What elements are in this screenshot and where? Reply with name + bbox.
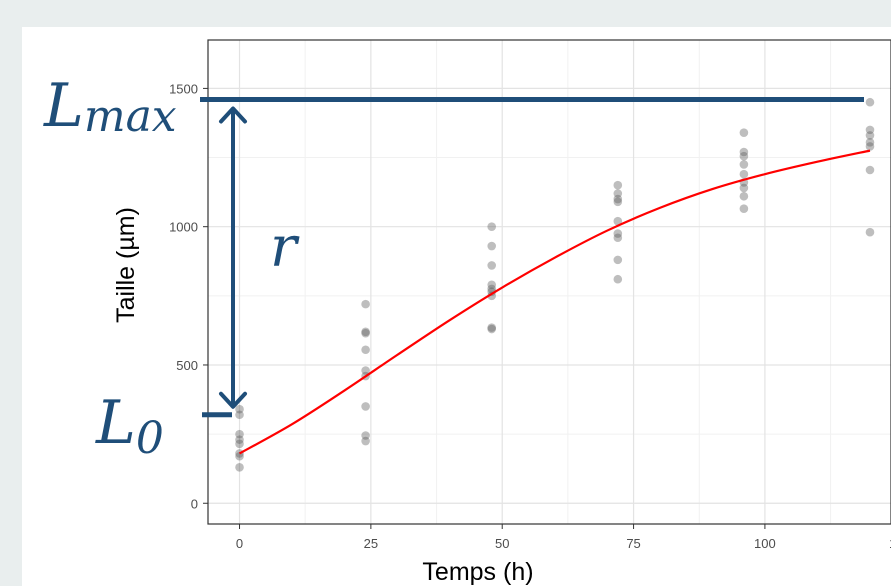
plot-border bbox=[207, 39, 891, 525]
lmax-label: Lmax bbox=[43, 71, 177, 142]
data-point bbox=[865, 125, 875, 135]
data-point bbox=[487, 323, 497, 332]
x-tick-label: 75 bbox=[626, 536, 640, 551]
data-point bbox=[361, 345, 370, 355]
data-point bbox=[613, 216, 623, 226]
plot-panel bbox=[208, 40, 891, 524]
data-point bbox=[865, 165, 875, 175]
data-point bbox=[739, 160, 749, 169]
data-point bbox=[235, 435, 244, 444]
data-point bbox=[235, 451, 244, 461]
l0-label-base: L bbox=[95, 388, 136, 458]
data-point bbox=[361, 366, 370, 375]
data-point bbox=[613, 229, 623, 238]
data-point bbox=[361, 402, 370, 411]
data-point bbox=[613, 233, 623, 243]
data-point bbox=[613, 189, 623, 198]
data-point bbox=[613, 274, 623, 284]
x-tick-label: 100 bbox=[754, 536, 776, 551]
data-point bbox=[613, 255, 623, 265]
data-point bbox=[487, 222, 497, 231]
data-point bbox=[487, 324, 497, 334]
data-points bbox=[235, 97, 875, 472]
data-point bbox=[865, 97, 875, 107]
lmax-label-base: L bbox=[43, 71, 84, 141]
x-tick-label: 12 bbox=[889, 536, 891, 551]
data-point bbox=[361, 328, 370, 338]
grid-lines bbox=[208, 40, 891, 524]
data-point bbox=[865, 227, 875, 237]
x-ticks: 0 25 50 75 100 12 bbox=[236, 524, 891, 551]
data-point bbox=[865, 131, 875, 140]
x-axis-title: Temps (h) bbox=[422, 558, 533, 586]
data-point bbox=[487, 241, 497, 251]
data-point bbox=[235, 439, 244, 449]
rate-label: r bbox=[270, 215, 300, 280]
y-ticks: 0 500 1000 1500 bbox=[169, 81, 208, 511]
data-point bbox=[235, 463, 244, 472]
range-arrowhead-up bbox=[219, 106, 247, 124]
x-tick-label: 0 bbox=[236, 536, 243, 551]
data-point bbox=[361, 436, 370, 446]
data-point bbox=[235, 410, 244, 420]
data-point bbox=[487, 280, 497, 290]
data-point bbox=[361, 327, 370, 337]
y-tick-label: 1000 bbox=[169, 220, 198, 235]
data-point bbox=[235, 429, 244, 439]
data-point bbox=[739, 128, 749, 137]
fit-curve bbox=[238, 149, 871, 455]
data-point bbox=[739, 204, 749, 214]
y-tick-label: 1500 bbox=[169, 81, 198, 96]
x-tick-label: 25 bbox=[364, 536, 378, 551]
data-point bbox=[613, 180, 623, 190]
l0-label-sub: 0 bbox=[136, 413, 164, 464]
data-point bbox=[235, 404, 244, 414]
data-point bbox=[865, 142, 875, 151]
range-arrowhead-down bbox=[219, 391, 247, 409]
data-point bbox=[361, 431, 370, 440]
y-axis-title: Taille (µm) bbox=[112, 207, 140, 323]
data-point bbox=[739, 183, 749, 193]
data-point bbox=[865, 138, 875, 147]
data-point bbox=[613, 194, 623, 204]
y-tick-label: 500 bbox=[176, 358, 198, 373]
data-point bbox=[361, 299, 370, 309]
x-tick-label: 50 bbox=[495, 536, 509, 551]
data-point bbox=[739, 147, 749, 157]
data-point bbox=[487, 261, 497, 270]
data-point bbox=[613, 197, 623, 207]
data-point bbox=[739, 191, 749, 201]
lmax-label-sub: max bbox=[84, 91, 177, 142]
l0-label: L0 bbox=[95, 388, 164, 464]
y-tick-label: 0 bbox=[191, 496, 198, 511]
data-point bbox=[487, 284, 497, 294]
data-point bbox=[739, 169, 749, 179]
data-point bbox=[739, 151, 749, 161]
